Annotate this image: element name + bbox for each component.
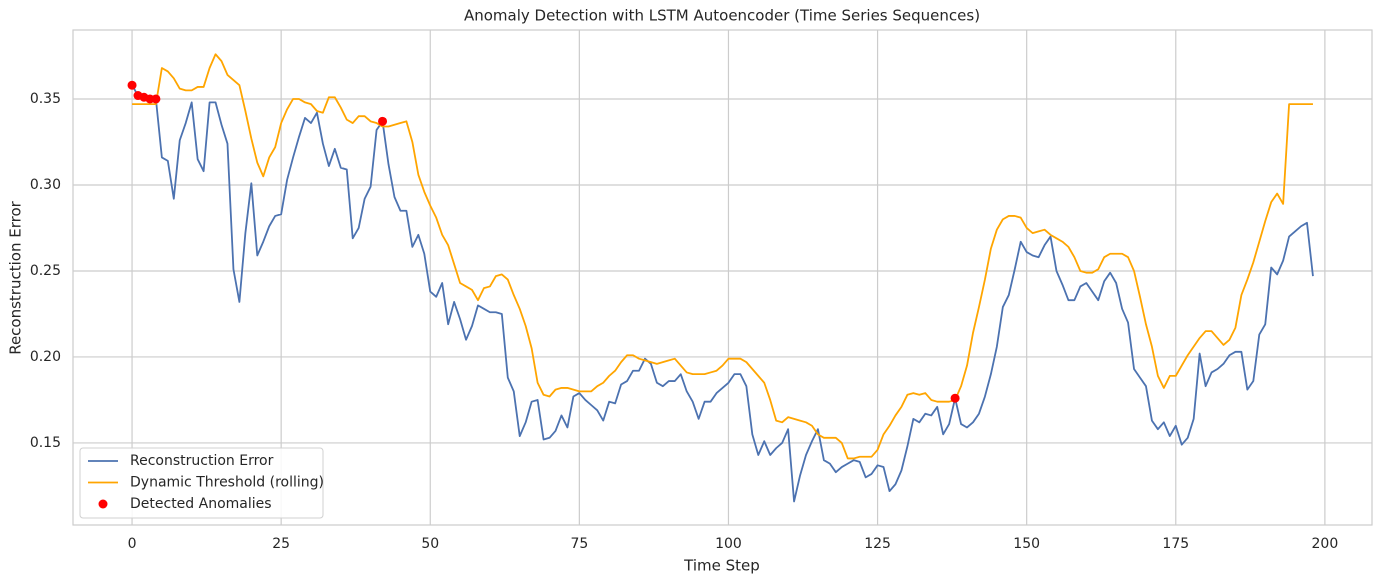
anomaly-point (127, 80, 137, 90)
x-tick-label: 50 (421, 536, 439, 552)
x-tick-label: 100 (715, 536, 742, 552)
legend-label: Dynamic Threshold (rolling) (130, 475, 324, 491)
legend-label: Reconstruction Error (130, 453, 274, 469)
anomaly-point (378, 116, 388, 126)
legend-label: Detected Anomalies (130, 496, 272, 512)
series-line (132, 53, 1313, 460)
anomaly-point (950, 393, 960, 403)
y-tick-label: 0.15 (30, 435, 61, 451)
y-tick-label: 0.30 (30, 177, 61, 193)
x-tick-label: 75 (570, 536, 588, 552)
x-tick-label: 25 (272, 536, 290, 552)
x-tick-label: 175 (1162, 536, 1189, 552)
legend-box (79, 447, 324, 519)
x-tick-label: 200 (1312, 536, 1339, 552)
series-line (131, 84, 1314, 503)
y-axis-label: Reconstruction Error (7, 200, 25, 354)
y-tick-label: 0.25 (30, 263, 61, 279)
x-tick-label: 150 (1013, 536, 1040, 552)
x-tick-label: 0 (128, 536, 137, 552)
y-tick-label: 0.35 (30, 91, 61, 107)
anomaly-point (151, 94, 161, 104)
x-tick-label: 125 (864, 536, 891, 552)
x-axis-label: Time Step (683, 557, 760, 575)
legend-swatch (98, 499, 108, 509)
chart-title: Anomaly Detection with LSTM Autoencoder … (464, 7, 980, 25)
y-tick-label: 0.20 (30, 349, 61, 365)
